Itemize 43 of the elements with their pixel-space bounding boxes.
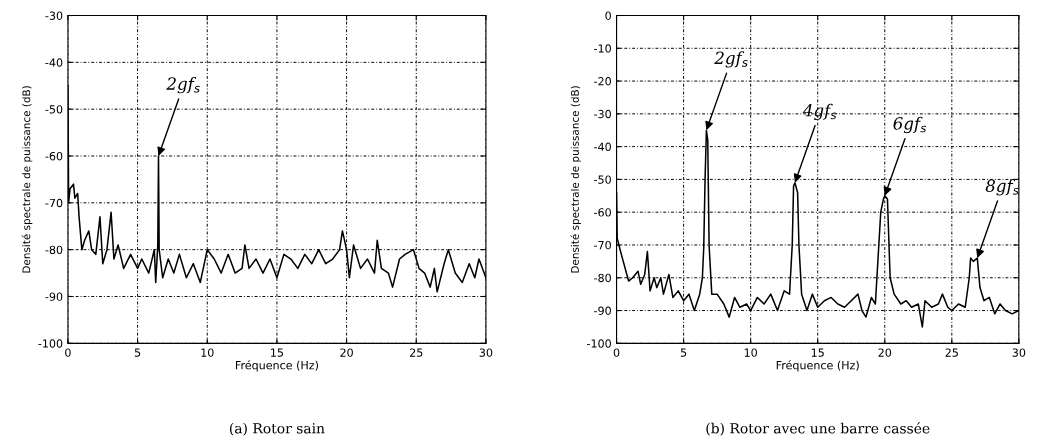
x-tick-label: 0 (65, 348, 71, 357)
annotation: 2gf$_{s}$ (714, 51, 748, 68)
x-tick-label: 25 (945, 348, 958, 357)
y-tick-label: -80 (45, 245, 63, 255)
x-tick-label: 10 (201, 348, 214, 357)
y-tick-label: -80 (594, 273, 611, 283)
x-tick-label: 15 (271, 348, 284, 357)
x-tick-label: 15 (811, 348, 824, 357)
y-tick-label: -90 (594, 306, 611, 315)
annotation: 2gf$_{s}$ (166, 77, 200, 94)
y-tick-label: -50 (45, 105, 63, 114)
y-axis-title: Densité spectrale de puissance (dB) (21, 86, 33, 273)
y-tick-label: -100 (38, 339, 63, 348)
x-axis-title: Fréquence (Hz) (235, 360, 318, 372)
y-tick-label: -30 (45, 11, 63, 20)
y-tick-label: -60 (594, 208, 611, 217)
text: (b) Rotor avec une barre cassée (706, 422, 930, 436)
x-tick-label: 5 (134, 348, 141, 357)
y-tick-label: -70 (594, 240, 611, 250)
text: (a) Rotor sain (229, 422, 325, 436)
annotation: 6gf$_{s}$ (893, 116, 927, 134)
y-tick-label: -10 (594, 44, 611, 53)
x-tick-label: 25 (410, 348, 423, 357)
y-tick-label: -60 (45, 151, 63, 161)
y-tick-label: -20 (594, 77, 611, 86)
annotation: 4gf$_{s}$ (802, 103, 837, 121)
y-tick-label: -40 (594, 142, 611, 152)
x-tick-label: 0 (613, 348, 620, 357)
y-tick-label: -30 (594, 109, 611, 119)
y-tick-label: -70 (45, 198, 63, 208)
x-tick-label: 30 (1012, 348, 1026, 357)
x-tick-label: 5 (680, 348, 687, 357)
x-tick-label: 20 (340, 348, 353, 357)
y-tick-label: -40 (45, 58, 63, 67)
y-tick-label: -100 (587, 339, 611, 348)
x-tick-label: 20 (878, 348, 892, 357)
y-tick-label: -50 (594, 175, 611, 184)
x-tick-label: 30 (479, 348, 493, 357)
x-axis-title: Fréquence (Hz) (776, 360, 859, 372)
x-tick-label: 10 (744, 348, 757, 357)
y-tick-label: 0 (605, 11, 611, 20)
y-tick-label: -90 (45, 292, 63, 301)
y-axis-title: Densité spectrale de puissance (dB) (570, 86, 581, 273)
